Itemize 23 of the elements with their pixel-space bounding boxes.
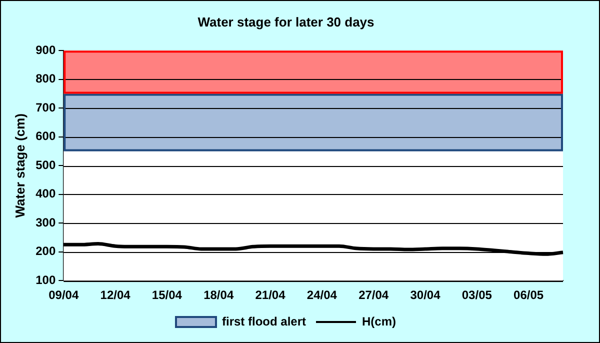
y-tick-label: 400 [36,186,56,201]
y-tick-label: 300 [36,215,56,230]
x-tick-label: 15/04 [152,288,182,302]
x-tick-label: 21/04 [255,288,286,302]
y-tick-label: 100 [36,272,56,287]
x-tick-label: 30/04 [410,288,441,302]
y-tick-label: 700 [36,100,56,114]
y-axis-title: Water stage (cm) [12,113,28,218]
x-tick-label: 03/05 [462,288,492,302]
y-tick-label: 200 [36,244,56,258]
x-tick-label: 12/04 [100,288,131,302]
legend-label: first flood alert [222,314,306,328]
y-tick-label: 500 [36,158,56,172]
x-tick-label: 27/04 [358,288,389,302]
y-tick-label: 900 [36,42,56,57]
x-tick-label: 18/04 [204,288,234,302]
y-tick-label: 800 [36,72,56,86]
y-tick-label: 600 [36,129,56,144]
x-tick-label: 09/04 [48,288,79,302]
legend-label: H(cm) [362,314,396,328]
x-tick-label: 06/05 [514,288,544,302]
x-tick-label: 24/04 [306,288,338,302]
chart-title: Water stage for later 30 days [198,14,374,30]
